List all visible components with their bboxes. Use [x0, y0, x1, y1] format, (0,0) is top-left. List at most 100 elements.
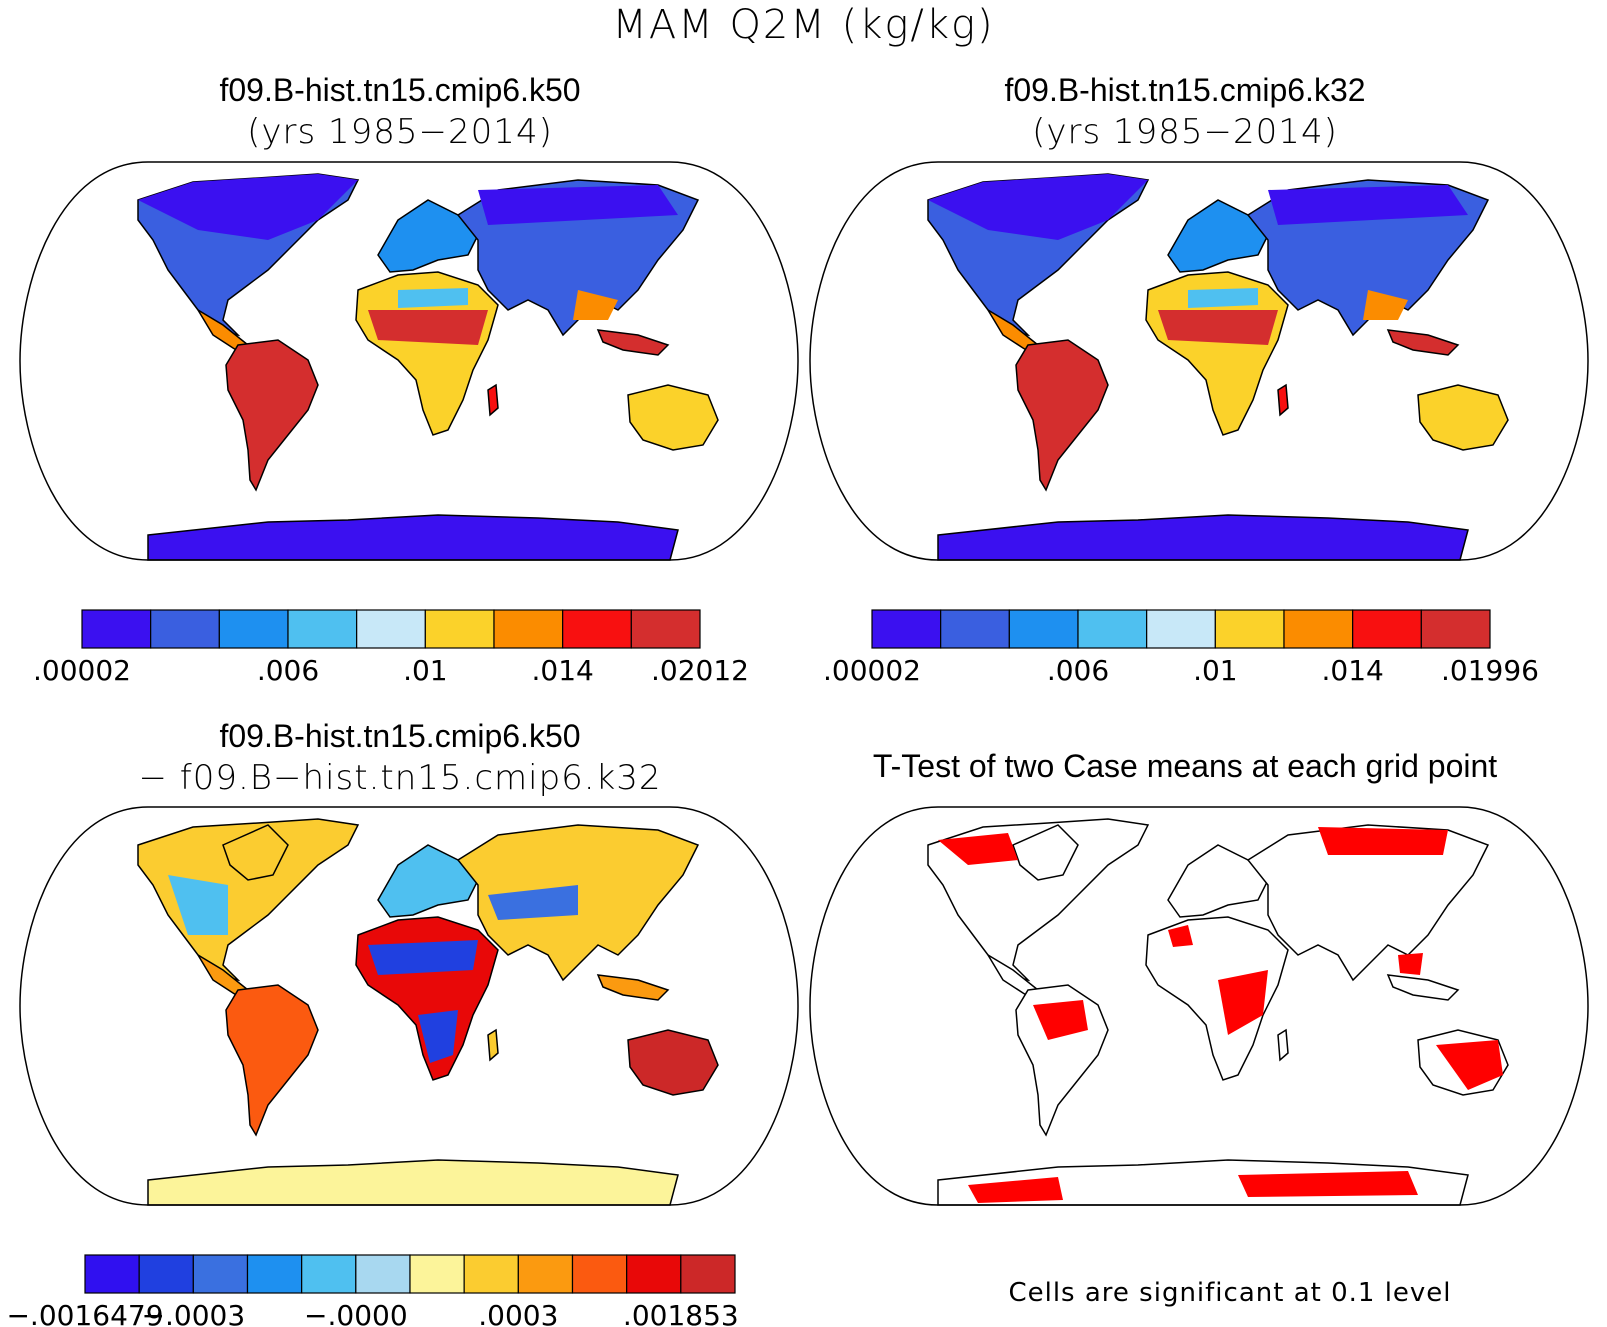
- colorbar-swatch: [871, 609, 942, 649]
- colorbar-swatch: [630, 609, 701, 649]
- indo-landmass: [596, 974, 670, 1001]
- sig-region: [1318, 827, 1448, 855]
- samerica-landmass: [225, 339, 319, 492]
- panel-3-title: f09.B-hist.tn15.cmip6.k50: [219, 718, 581, 754]
- colorbar-tick-label: −.0003: [142, 1299, 246, 1327]
- colorbar-panel-3: −.0016479−.0003 −.0000 .0003 .001853: [6, 1254, 739, 1327]
- panel-2-title: f09.B-hist.tn15.cmip6.k32: [1004, 72, 1366, 108]
- colorbar-swatch: [84, 1254, 140, 1294]
- colorbar-tick-label: .001853: [623, 1299, 739, 1327]
- colorbar-swatch: [940, 609, 1010, 649]
- siberia-band: [1268, 185, 1468, 225]
- europe-landmass: [1167, 199, 1269, 273]
- colorbar-swatch: [356, 609, 426, 649]
- significance-note: Cells are significant at 0.1 level: [1008, 1278, 1452, 1308]
- map-panel-3: [19, 806, 799, 1206]
- colorbar-swatch: [1008, 609, 1079, 649]
- madagascar-landmass: [1277, 383, 1289, 417]
- panel-2-subtitle: (yrs 1985−2014): [1032, 112, 1338, 152]
- australia-landmass: [627, 1029, 719, 1096]
- australia-landmass: [1417, 384, 1509, 451]
- colorbar-swatch: [150, 609, 220, 649]
- colorbar-tick-label: .00002: [33, 654, 131, 687]
- colorbar-tick-label: .014: [531, 654, 593, 687]
- colorbar-swatch: [355, 1254, 411, 1294]
- sahel-band: [1158, 310, 1278, 345]
- sig-region: [1398, 953, 1423, 975]
- colorbar-panel-1: .00002 .006 .01 .014 .02012: [33, 609, 749, 687]
- colorbar-tick-label: .01996: [1441, 654, 1539, 687]
- colorbar-tick-label: −.0000: [304, 1299, 408, 1327]
- sig-region: [1033, 1000, 1088, 1040]
- indo-landmass: [1386, 974, 1460, 1001]
- north-america-negative: [168, 875, 228, 935]
- samerica-landmass: [1015, 339, 1109, 492]
- world-map-mean-k50: [19, 161, 799, 561]
- world-map-difference: [19, 806, 799, 1206]
- colorbar-swatch: [626, 1254, 682, 1294]
- panel-4-title: T-Test of two Case means at each grid po…: [872, 748, 1498, 784]
- southern-africa-negative: [418, 1010, 458, 1063]
- colorbar-panel-2: .00002 .006 .01 .014 .01996: [823, 609, 1539, 687]
- map-border: [809, 806, 1589, 1206]
- sahel-band: [368, 310, 488, 345]
- map-border: [19, 161, 799, 561]
- sig-region: [1238, 1171, 1418, 1197]
- panel-1-subtitle: (yrs 1985−2014): [247, 112, 553, 152]
- colorbar-swatch: [81, 609, 152, 649]
- madagascar-landmass: [487, 383, 499, 417]
- colorbar-swatch: [1146, 609, 1216, 649]
- sig-region: [1436, 1040, 1503, 1090]
- panel-1-title: f09.B-hist.tn15.cmip6.k50: [219, 72, 581, 108]
- colorbar-tick-label: .006: [1047, 654, 1109, 687]
- panel-3-subtitle: − f09.B−hist.tn15.cmip6.k32: [138, 758, 662, 798]
- greenland-landmass: [1012, 824, 1079, 881]
- sahara-band: [398, 288, 468, 308]
- se-asia-band: [573, 290, 618, 320]
- map-panel-2: [809, 161, 1589, 561]
- map-panel-4: [809, 806, 1589, 1206]
- colorbar-swatch: [409, 1254, 465, 1294]
- world-map-mean-k32: [809, 161, 1589, 561]
- colorbar-swatch: [287, 609, 358, 649]
- colorbar-tick-label: .014: [1321, 654, 1383, 687]
- central-asia-negative: [488, 885, 578, 920]
- colorbar-swatch: [1283, 609, 1354, 649]
- colorbar-swatch: [1420, 609, 1491, 649]
- colorbar-tick-label: .01: [403, 654, 448, 687]
- europe-landmass: [377, 199, 479, 273]
- cold-band: [928, 174, 1148, 240]
- samerica-landmass: [225, 984, 319, 1137]
- colorbar-swatch: [424, 609, 495, 649]
- indo-landmass: [596, 329, 670, 356]
- colorbar-tick-label: .02012: [651, 654, 749, 687]
- europe-landmass: [377, 844, 479, 918]
- colorbar-swatch: [680, 1254, 736, 1294]
- madagascar-landmass: [1277, 1028, 1289, 1062]
- colorbar-tick-label: .00002: [823, 654, 921, 687]
- australia-landmass: [627, 384, 719, 451]
- colorbar-tick-label: .006: [257, 654, 319, 687]
- colorbar-swatch: [562, 609, 632, 649]
- map-border: [19, 806, 799, 1206]
- colorbar-swatch: [463, 1254, 519, 1294]
- colorbar-swatch: [1077, 609, 1148, 649]
- figure-title: MAM Q2M (kg/kg): [612, 2, 995, 48]
- sahara-negative: [368, 940, 478, 975]
- greenland-landmass: [222, 824, 289, 881]
- colorbar-tick-label: .01: [1193, 654, 1238, 687]
- siberia-band: [478, 185, 678, 225]
- colorbar-tick-label: .0003: [478, 1299, 558, 1327]
- map-border: [809, 161, 1589, 561]
- madagascar-landmass: [487, 1028, 499, 1062]
- colorbar-swatch: [301, 1254, 357, 1294]
- sig-region: [968, 1177, 1063, 1203]
- colorbar-tick-label: −.0016479: [6, 1299, 163, 1327]
- colorbar-swatch: [517, 1254, 574, 1294]
- se-asia-band: [1363, 290, 1408, 320]
- sahara-band: [1188, 288, 1258, 308]
- colorbar-swatch: [218, 609, 289, 649]
- sig-region: [1168, 925, 1193, 947]
- sig-region: [1218, 970, 1268, 1035]
- colorbar-swatch: [1214, 609, 1285, 649]
